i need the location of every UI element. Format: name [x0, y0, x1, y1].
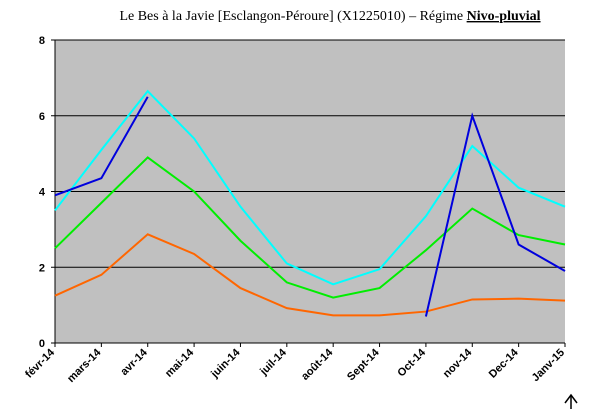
- y-tick-label: 2: [39, 262, 45, 274]
- x-tick-label: avr-14: [118, 346, 150, 378]
- series-line: [54, 89, 566, 286]
- arrow: [564, 393, 578, 409]
- title-emphasis: Nivo-pluvial: [467, 9, 541, 24]
- x-tick-label: Oct-14: [395, 346, 428, 379]
- y-tick-label: 6: [39, 111, 45, 123]
- series-line: [54, 96, 149, 197]
- x-tick-label: févr-14: [23, 346, 58, 381]
- x-tick-label: Sept-14: [345, 346, 382, 383]
- x-tick-label: Janv-15: [530, 347, 567, 384]
- x-tick-label: juin-14: [208, 346, 243, 381]
- arrow-head: [564, 393, 578, 404]
- y-tick-label: 4: [39, 187, 46, 199]
- x-tick-label: août-14: [299, 346, 336, 383]
- chart-title: Le Bes à la Javie [Esclangon-Péroure] (X…: [119, 9, 540, 24]
- y-tick-label: 8: [39, 35, 45, 47]
- series-line: [54, 233, 566, 317]
- y-tick-label: 0: [39, 338, 45, 350]
- series-line: [54, 156, 566, 299]
- title-text: Le Bes à la Javie [Esclangon-Péroure] (X…: [119, 9, 466, 24]
- x-tick-label: juil-14: [257, 346, 289, 378]
- series-line: [424, 112, 566, 317]
- x-tick-label: mars-14: [65, 346, 104, 385]
- x-tick-label: mai-14: [163, 346, 197, 380]
- x-tick-label: Dec-14: [487, 346, 522, 381]
- x-tick-label: nov-14: [441, 346, 475, 380]
